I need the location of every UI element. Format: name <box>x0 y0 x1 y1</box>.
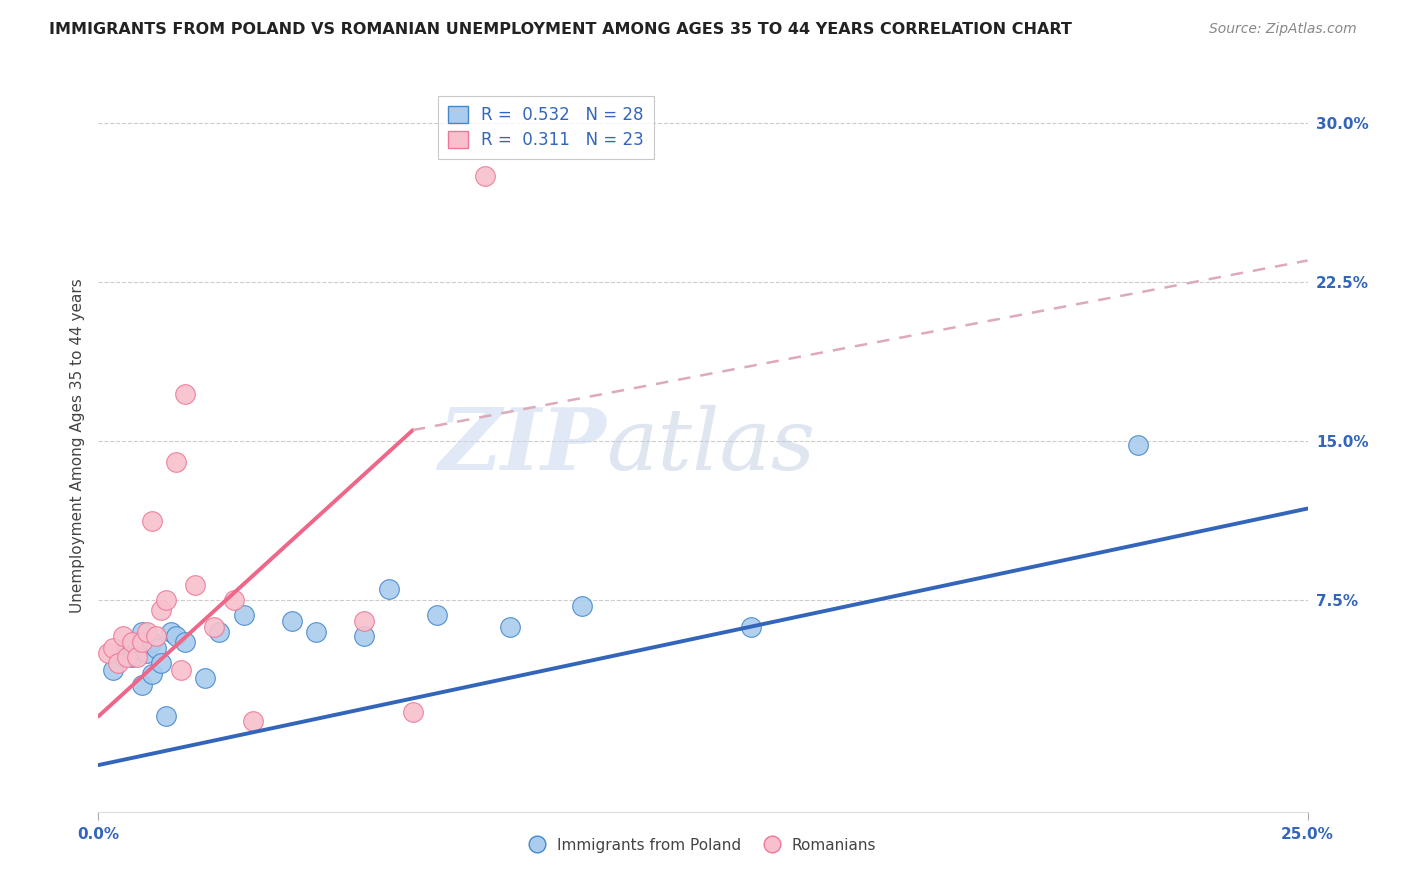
Point <box>111 629 134 643</box>
Point <box>150 603 173 617</box>
Point <box>127 635 149 649</box>
Point <box>117 649 139 664</box>
Point <box>305 624 328 639</box>
Point <box>571 599 593 613</box>
Point <box>111 649 134 664</box>
Point <box>1128 438 1150 452</box>
Legend: Immigrants from Poland, Romanians: Immigrants from Poland, Romanians <box>523 831 883 859</box>
Text: Source: ZipAtlas.com: Source: ZipAtlas.com <box>1209 22 1357 37</box>
Point <box>127 649 149 664</box>
Point <box>353 614 375 628</box>
Point <box>135 646 157 660</box>
Point <box>131 635 153 649</box>
Point <box>204 620 226 634</box>
Point <box>135 624 157 639</box>
Point <box>426 607 449 622</box>
Point <box>131 624 153 639</box>
Point <box>474 169 496 183</box>
Point <box>184 578 207 592</box>
Point <box>208 624 231 639</box>
Text: ZIP: ZIP <box>439 404 606 488</box>
Y-axis label: Unemployment Among Ages 35 to 44 years: Unemployment Among Ages 35 to 44 years <box>69 278 84 614</box>
Point <box>141 514 163 528</box>
Point <box>169 663 191 677</box>
Point <box>155 592 177 607</box>
Point <box>194 671 217 685</box>
Point <box>353 629 375 643</box>
Point <box>498 620 520 634</box>
Point <box>145 629 167 643</box>
Point <box>131 677 153 691</box>
Point <box>402 705 425 719</box>
Point <box>232 607 254 622</box>
Point <box>97 646 120 660</box>
Text: IMMIGRANTS FROM POLAND VS ROMANIAN UNEMPLOYMENT AMONG AGES 35 TO 44 YEARS CORREL: IMMIGRANTS FROM POLAND VS ROMANIAN UNEMP… <box>49 22 1073 37</box>
Point <box>160 624 183 639</box>
Point <box>155 709 177 723</box>
Point <box>174 387 197 401</box>
Point <box>101 663 124 677</box>
Point <box>141 667 163 681</box>
Text: atlas: atlas <box>606 405 815 487</box>
Point <box>121 635 143 649</box>
Point <box>150 657 173 671</box>
Point <box>174 635 197 649</box>
Point <box>121 649 143 664</box>
Point <box>165 455 187 469</box>
Point <box>740 620 762 634</box>
Point <box>107 657 129 671</box>
Point <box>141 635 163 649</box>
Point <box>242 714 264 728</box>
Point <box>145 641 167 656</box>
Point <box>222 592 245 607</box>
Point <box>377 582 399 596</box>
Point <box>281 614 304 628</box>
Point <box>117 641 139 656</box>
Point <box>165 629 187 643</box>
Point <box>101 641 124 656</box>
